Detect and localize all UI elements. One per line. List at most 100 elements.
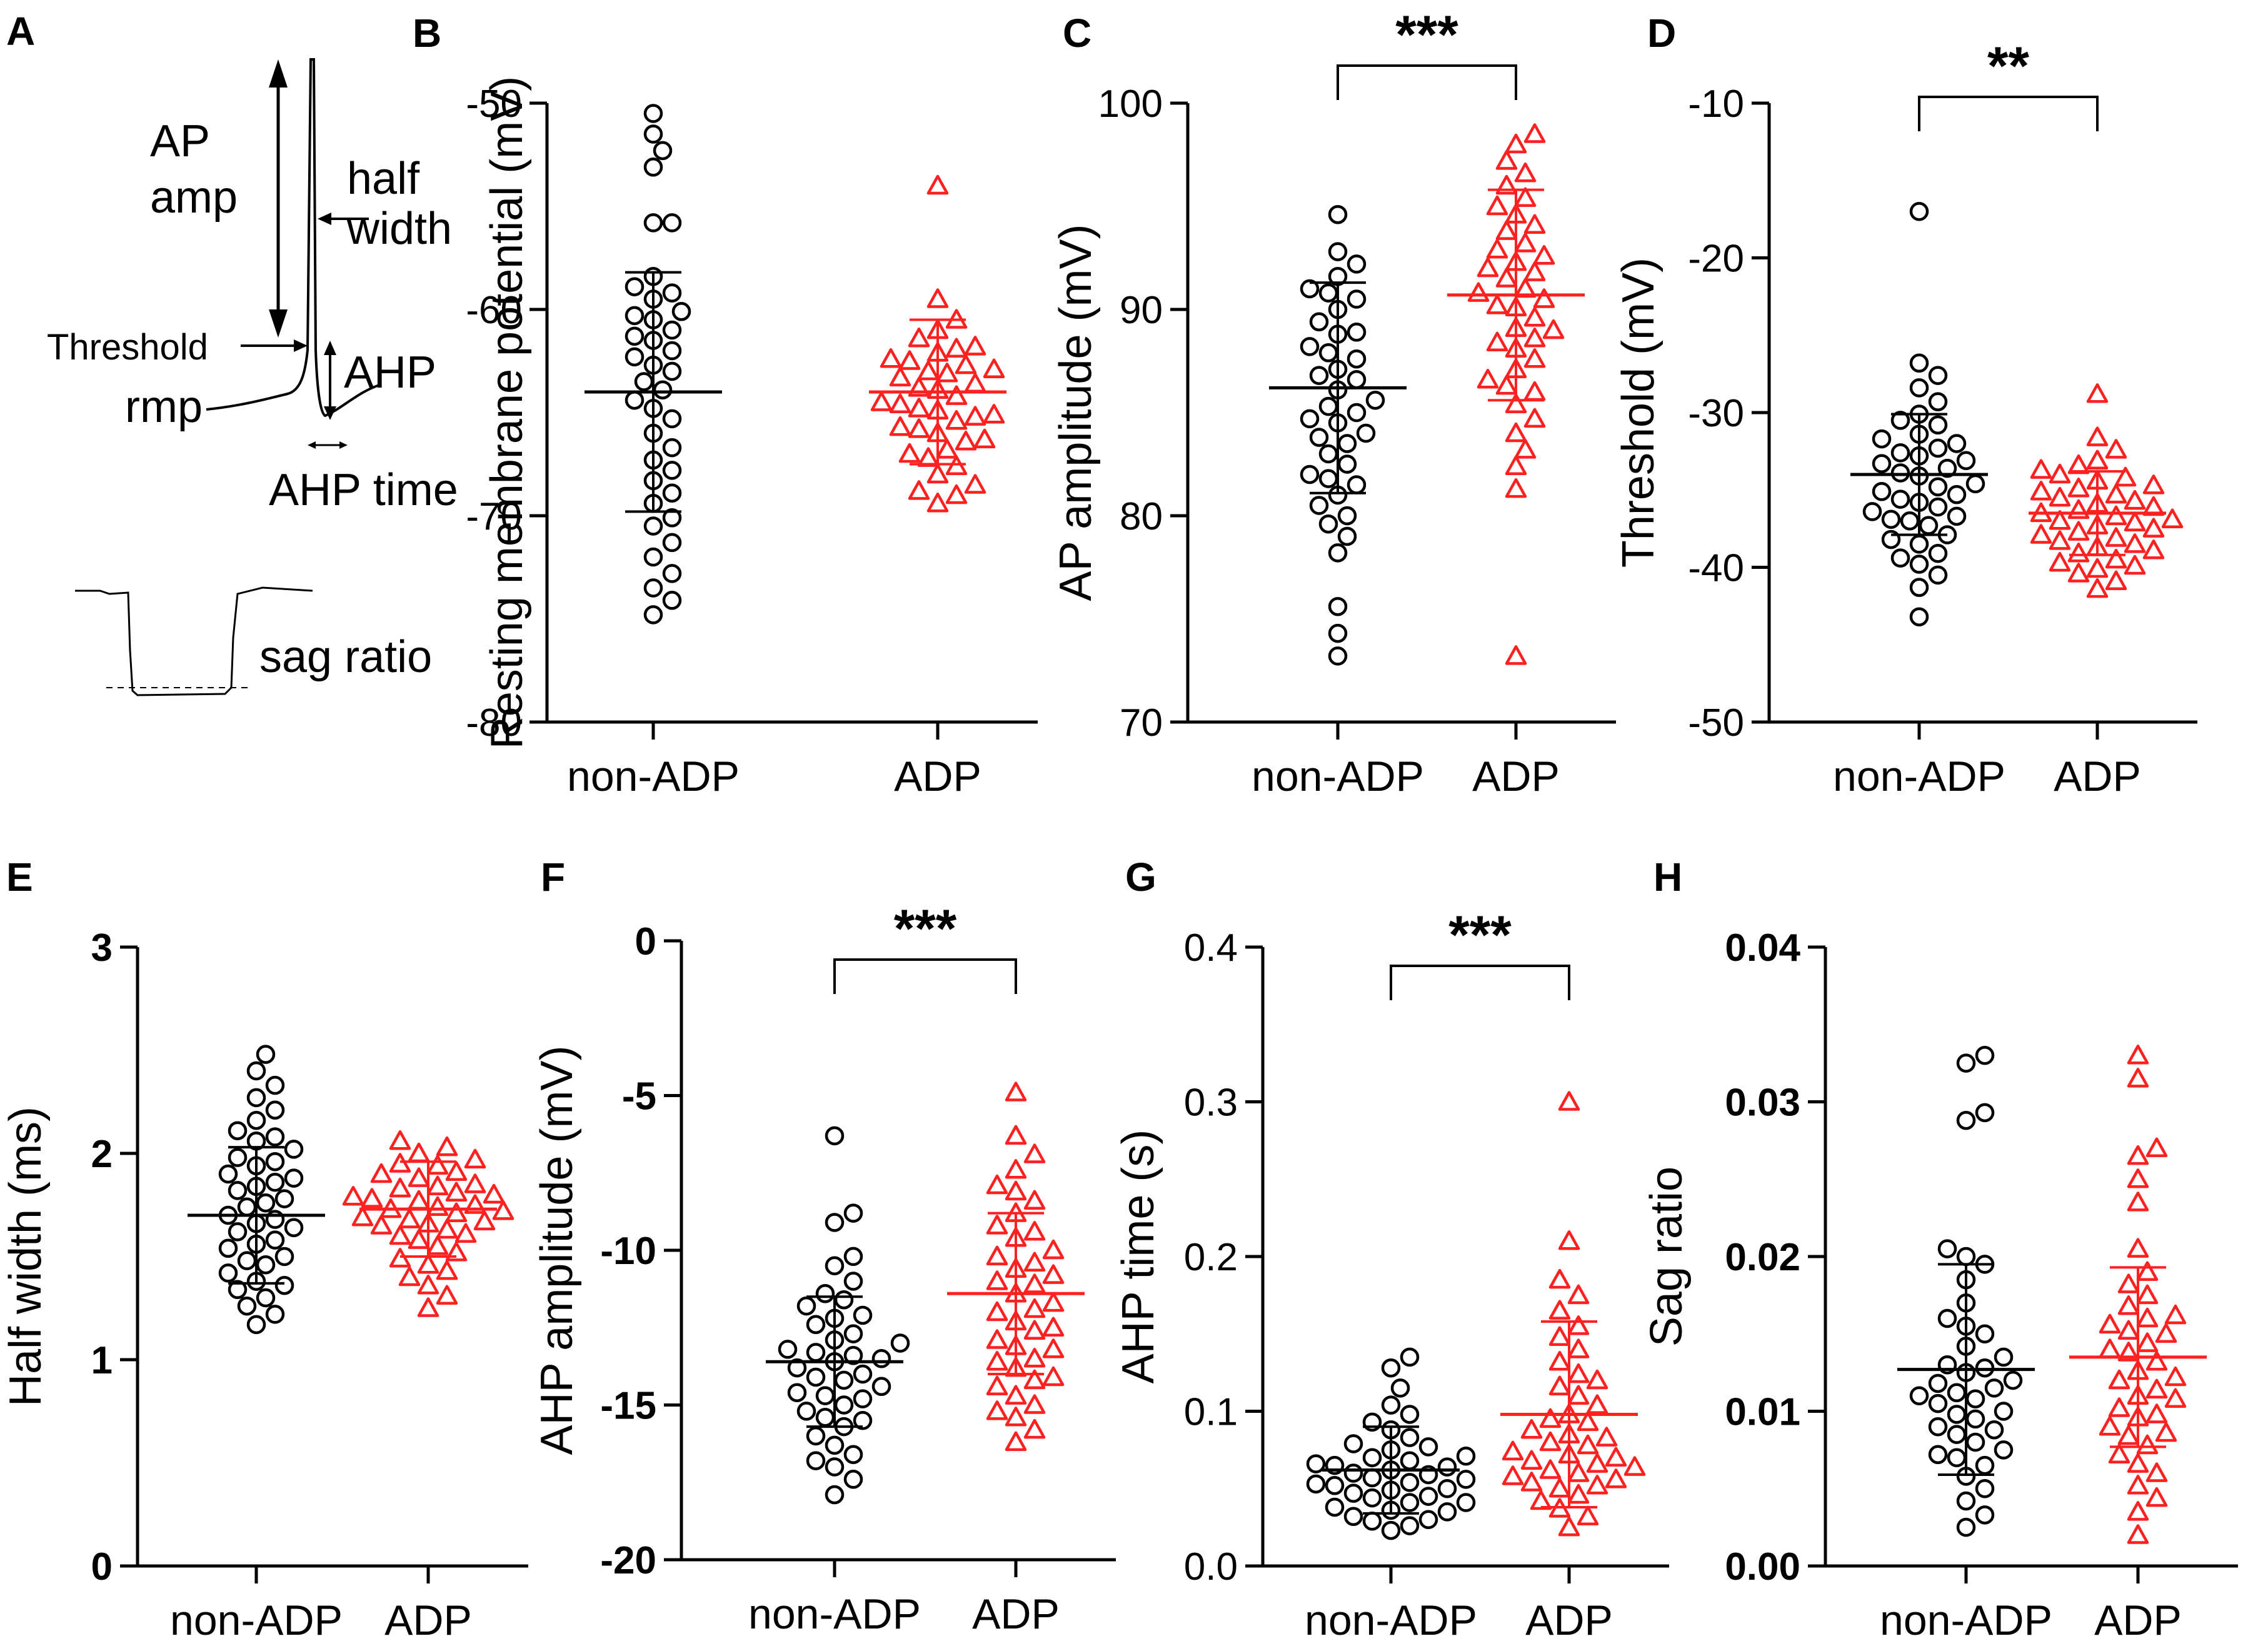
x-tick-label: ADP — [2054, 753, 2141, 800]
data-point — [1984, 1420, 2004, 1440]
data-point — [825, 1126, 845, 1146]
data-point — [1005, 1407, 1027, 1427]
data-point — [1567, 1483, 1590, 1504]
data-point — [1400, 1493, 1420, 1512]
data-point — [1539, 1431, 1562, 1452]
data-point — [1365, 390, 1385, 410]
data-point — [1502, 1465, 1524, 1485]
data-point — [389, 1225, 411, 1245]
data-point — [1956, 451, 1976, 470]
data-point — [284, 1168, 304, 1188]
data-point — [1505, 645, 1527, 665]
data-point — [1523, 381, 1546, 401]
data-point — [1514, 439, 1537, 459]
panel-label: G — [1125, 855, 1157, 900]
data-point — [1495, 150, 1518, 170]
data-point — [1456, 1447, 1476, 1466]
data-point — [2049, 551, 2071, 572]
y-tick-label: 90 — [1120, 289, 1163, 332]
data-point — [1400, 1451, 1420, 1470]
y-tick-label: 0.04 — [1725, 926, 1800, 970]
data-point — [1909, 534, 1929, 554]
y-tick-label: 0.0 — [1184, 1545, 1238, 1588]
panel-label: B — [413, 11, 441, 56]
data-point — [908, 377, 930, 397]
data-point — [945, 385, 968, 405]
data-point — [445, 1161, 468, 1181]
panel-label: E — [6, 855, 33, 900]
data-point — [417, 1297, 439, 1317]
data-point — [2105, 570, 2127, 591]
x-tick-label: ADP — [894, 753, 981, 800]
data-point — [1362, 1468, 1382, 1488]
data-point — [2127, 1453, 2149, 1473]
data-point — [1347, 349, 1367, 369]
data-point — [445, 1242, 468, 1262]
data-point — [2117, 1295, 2140, 1315]
data-point — [889, 416, 911, 436]
data-point — [843, 1470, 863, 1489]
x-tick-label: ADP — [972, 1590, 1060, 1638]
data-point — [843, 1272, 863, 1291]
data-point — [1400, 1428, 1420, 1447]
data-point — [643, 547, 663, 567]
data-point — [825, 1213, 845, 1232]
data-point — [1937, 1239, 1957, 1258]
data-point — [256, 1288, 276, 1308]
data-point — [2030, 459, 2052, 479]
y-tick-label: 0.4 — [1184, 926, 1238, 970]
x-tick-label: ADP — [2094, 1597, 2182, 1644]
data-point — [1909, 378, 1929, 398]
data-point — [1975, 1046, 1995, 1065]
y-axis-label: Threshold (mV) — [1613, 258, 1663, 568]
data-point — [908, 418, 930, 438]
y-tick-label: -20 — [1688, 238, 1744, 281]
y-tick-label: 80 — [1120, 495, 1163, 538]
data-point — [625, 326, 645, 346]
data-point — [1328, 623, 1348, 643]
data-point — [1567, 1363, 1590, 1383]
data-point — [389, 1177, 411, 1198]
data-point — [964, 406, 986, 426]
data-point — [265, 1230, 285, 1250]
data-point — [1947, 506, 1967, 526]
data-point — [2155, 1323, 2177, 1343]
y-tick-label: 0.2 — [1184, 1236, 1238, 1279]
data-point — [1567, 1315, 1590, 1335]
data-point — [1862, 502, 1882, 521]
data-point — [2127, 1524, 2149, 1544]
ap-amp-label-1: AP — [150, 116, 210, 166]
data-point — [1023, 1320, 1046, 1340]
data-point — [1400, 1516, 1420, 1535]
y-axis-label: Sag ratio — [1642, 1167, 1692, 1347]
data-point — [926, 492, 949, 513]
data-point — [1343, 1507, 1363, 1527]
data-point — [436, 1136, 458, 1157]
data-point — [2067, 478, 2090, 498]
data-point — [351, 1207, 374, 1227]
data-point — [1309, 496, 1329, 515]
data-point — [274, 1275, 294, 1295]
data-point — [2124, 555, 2146, 575]
data-point — [1042, 1264, 1065, 1284]
ahp-label: AHP — [344, 348, 436, 398]
x-tick-label: ADP — [384, 1597, 472, 1644]
significance-stars: *** — [1448, 905, 1512, 965]
data-point — [265, 1172, 285, 1192]
chart-panel-c: C 70 80 90 100 AP amplitude (mV) non-ADP ADP *** — [1051, 5, 1616, 800]
data-point — [662, 461, 682, 480]
data-point — [2086, 578, 2109, 598]
data-point — [265, 1305, 285, 1324]
data-point — [1872, 454, 1892, 473]
y-tick-label: 2 — [91, 1133, 113, 1176]
data-point — [473, 1210, 496, 1231]
data-point — [1318, 469, 1338, 488]
data-point — [834, 1290, 854, 1310]
data-point — [1595, 1427, 1618, 1447]
data-point — [2067, 563, 2090, 583]
ap-amp-label-2: amp — [150, 173, 238, 223]
panel-label: H — [1653, 855, 1682, 900]
data-point — [370, 1163, 393, 1183]
data-point — [1325, 1455, 1345, 1475]
